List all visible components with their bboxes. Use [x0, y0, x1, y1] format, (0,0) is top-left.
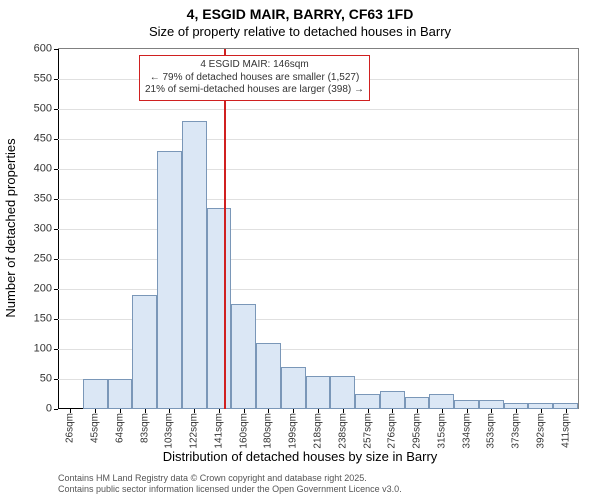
grid-line [58, 139, 578, 140]
histogram-bar [231, 304, 256, 409]
y-tick-label: 0 [12, 404, 52, 415]
histogram-bar [479, 400, 504, 409]
x-tick-label: 334sqm [461, 413, 472, 449]
y-tick-mark [54, 79, 58, 80]
y-tick-mark [54, 259, 58, 260]
chart-title-address: 4, ESGID MAIR, BARRY, CF63 1FD [0, 6, 600, 22]
y-tick-mark [54, 289, 58, 290]
x-tick-label: 218sqm [313, 413, 324, 449]
plot-area: 05010015020025030035040045050055060026sq… [58, 48, 579, 409]
attribution-line: Contains HM Land Registry data © Crown c… [58, 473, 402, 485]
y-tick-mark [54, 199, 58, 200]
x-tick-label: 103sqm [164, 413, 175, 449]
histogram-bar [207, 208, 232, 409]
x-tick-label: 199sqm [288, 413, 299, 449]
x-tick-label: 295sqm [412, 413, 423, 449]
y-tick-mark [54, 229, 58, 230]
x-tick-label: 122sqm [189, 413, 200, 449]
histogram-bar [182, 121, 207, 409]
y-tick-label: 400 [12, 164, 52, 175]
x-tick-label: 141sqm [213, 413, 224, 449]
y-tick-label: 350 [12, 194, 52, 205]
y-tick-label: 200 [12, 284, 52, 295]
y-tick-mark [54, 379, 58, 380]
x-tick-label: 411sqm [560, 413, 571, 448]
y-tick-mark [54, 349, 58, 350]
x-tick-label: 276sqm [387, 413, 398, 449]
histogram-bar [108, 379, 133, 409]
y-tick-label: 50 [12, 374, 52, 385]
callout-line: 21% of semi-detached houses are larger (… [145, 84, 364, 97]
histogram-bar [132, 295, 157, 409]
callout-box: 4 ESGID MAIR: 146sqm← 79% of detached ho… [139, 55, 370, 101]
subject-property-marker [224, 49, 226, 409]
histogram-bar [330, 376, 355, 409]
y-tick-label: 150 [12, 314, 52, 325]
grid-line [58, 169, 578, 170]
x-tick-label: 353sqm [486, 413, 497, 449]
y-tick-label: 250 [12, 254, 52, 265]
histogram-bar [405, 397, 430, 409]
y-tick-mark [54, 49, 58, 50]
attribution-line: Contains public sector information licen… [58, 484, 402, 496]
y-tick-mark [54, 169, 58, 170]
x-tick-label: 392sqm [535, 413, 546, 449]
histogram-bar [256, 343, 281, 409]
x-tick-label: 64sqm [114, 413, 125, 443]
y-tick-label: 550 [12, 74, 52, 85]
x-tick-label: 315sqm [436, 413, 447, 449]
histogram-bar [306, 376, 331, 409]
chart-subtitle: Size of property relative to detached ho… [0, 24, 600, 39]
histogram-bar [429, 394, 454, 409]
attribution-text: Contains HM Land Registry data © Crown c… [58, 473, 402, 496]
y-tick-label: 500 [12, 104, 52, 115]
x-tick-label: 26sqm [65, 413, 76, 443]
y-tick-mark [54, 319, 58, 320]
x-tick-label: 238sqm [337, 413, 348, 449]
x-axis-label: Distribution of detached houses by size … [0, 449, 600, 464]
grid-line [58, 259, 578, 260]
y-tick-label: 450 [12, 134, 52, 145]
callout-line: 4 ESGID MAIR: 146sqm [145, 59, 364, 72]
y-tick-mark [54, 409, 58, 410]
y-tick-mark [54, 109, 58, 110]
y-tick-label: 100 [12, 344, 52, 355]
histogram-bar [355, 394, 380, 409]
grid-line [58, 289, 578, 290]
y-tick-label: 300 [12, 224, 52, 235]
x-tick-label: 373sqm [511, 413, 522, 449]
histogram-bar [454, 400, 479, 409]
grid-line [58, 199, 578, 200]
property-size-histogram: 4, ESGID MAIR, BARRY, CF63 1FD Size of p… [0, 0, 600, 500]
x-tick-label: 180sqm [263, 413, 274, 449]
grid-line [58, 229, 578, 230]
y-tick-label: 600 [12, 44, 52, 55]
histogram-bar [281, 367, 306, 409]
histogram-bar [83, 379, 108, 409]
callout-line: ← 79% of detached houses are smaller (1,… [145, 72, 364, 85]
histogram-bar [380, 391, 405, 409]
grid-line [58, 109, 578, 110]
x-tick-label: 257sqm [362, 413, 373, 449]
x-tick-label: 160sqm [238, 413, 249, 449]
y-tick-mark [54, 139, 58, 140]
x-tick-label: 45sqm [90, 413, 101, 443]
histogram-bar [157, 151, 182, 409]
x-tick-label: 83sqm [139, 413, 150, 443]
